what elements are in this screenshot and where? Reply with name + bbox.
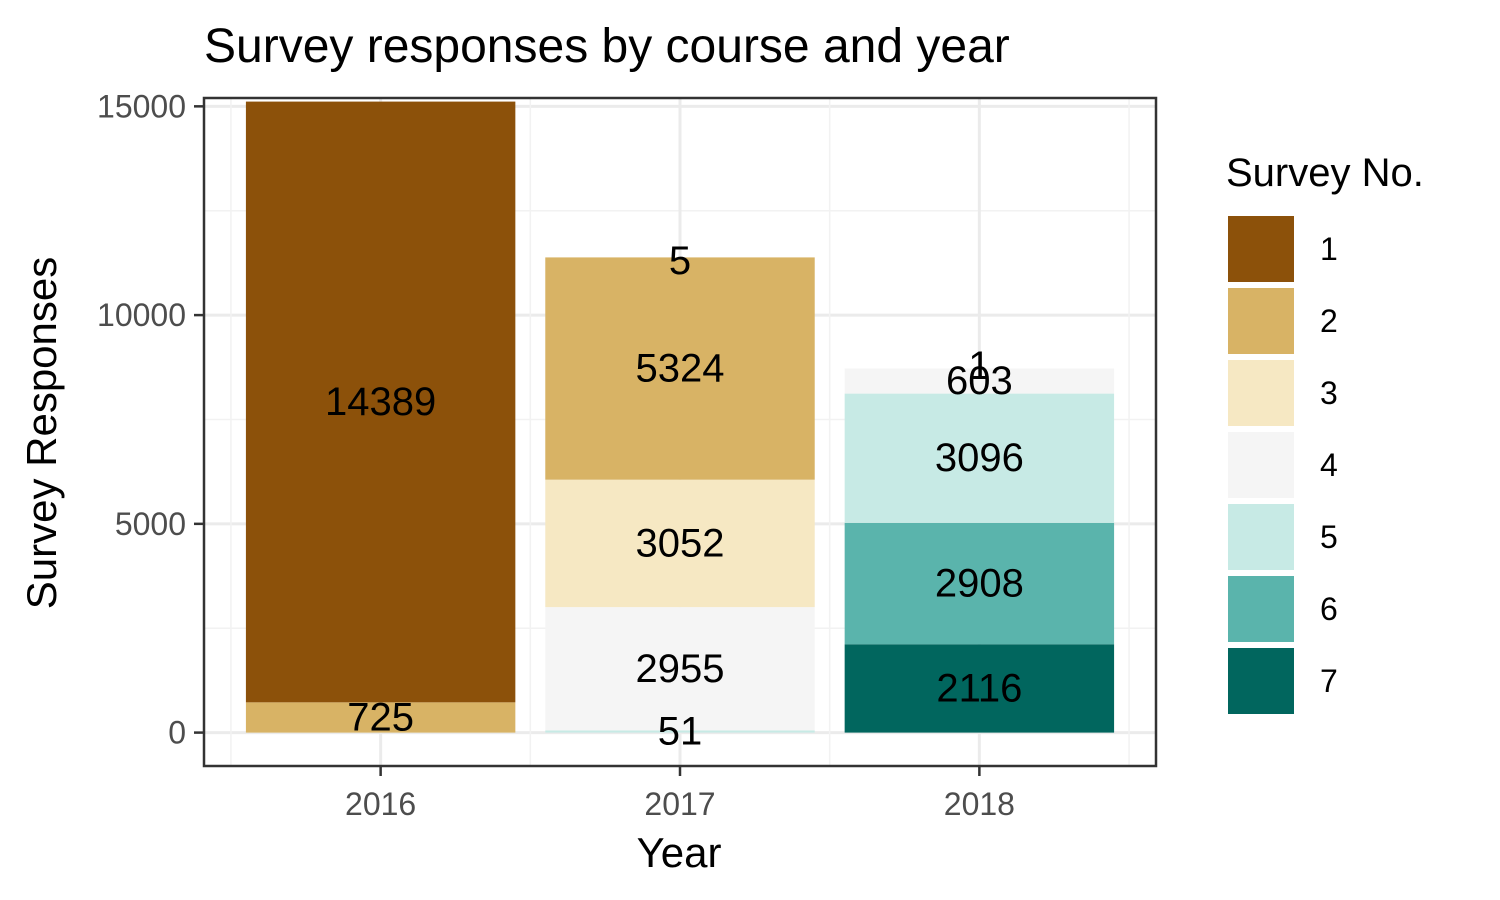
y-axis-title: Survey Responses: [18, 257, 65, 610]
legend: Survey No. 1 2 3 4 5 6 7: [1226, 151, 1424, 714]
bar-segment: [844, 393, 1115, 523]
bar-segment: [545, 479, 815, 608]
bars: [245, 101, 1115, 733]
bar-segment: [245, 101, 516, 703]
x-tick-label: 2018: [944, 786, 1015, 822]
legend-swatch: [1228, 288, 1294, 354]
x-tick-label: 2017: [644, 786, 715, 822]
legend-label: 1: [1320, 231, 1338, 267]
legend-swatch: [1228, 360, 1294, 426]
bar-segment: [844, 522, 1115, 645]
legend-swatch: [1228, 576, 1294, 642]
bar-segment: [545, 607, 815, 731]
bar-segment: [545, 257, 815, 480]
data-label: 2908: [935, 562, 1024, 606]
bar-segment: [245, 702, 516, 733]
legend-label: 2: [1320, 303, 1338, 339]
data-label: 14389: [325, 380, 436, 424]
legend-label: 7: [1320, 663, 1338, 699]
x-axis-title: Year: [637, 829, 722, 876]
legend-label: 4: [1320, 447, 1338, 483]
data-label: 725: [347, 695, 414, 739]
data-label: 51: [658, 710, 703, 754]
axes: 0 5000 10000 15000 2016 2017 2018: [97, 88, 1158, 822]
legend-label: 3: [1320, 375, 1338, 411]
chart-title: Survey responses by course and year: [204, 20, 1010, 73]
data-label: 3052: [636, 521, 725, 565]
bar-segment: [844, 368, 1115, 394]
legend-label: 5: [1320, 519, 1338, 555]
legend-swatch: [1228, 432, 1294, 498]
data-label: 2116: [936, 666, 1022, 710]
data-label: 5324: [636, 347, 725, 391]
legend-items: 1 2 3 4 5 6 7: [1228, 216, 1338, 714]
data-label: 1: [968, 344, 990, 388]
legend-swatch: [1228, 216, 1294, 282]
y-tick-label: 10000: [97, 297, 186, 333]
data-label: 603: [946, 359, 1013, 403]
y-tick-label: 5000: [115, 506, 186, 542]
y-tick-label: 15000: [97, 88, 186, 124]
data-label: 2955: [636, 647, 725, 691]
y-tick-label: 0: [168, 715, 186, 751]
legend-title: Survey No.: [1226, 151, 1424, 195]
legend-label: 6: [1320, 591, 1338, 627]
legend-swatch: [1228, 648, 1294, 714]
data-label: 3096: [935, 436, 1024, 480]
legend-swatch: [1228, 504, 1294, 570]
x-tick-label: 2016: [345, 786, 416, 822]
bar-segment: [844, 644, 1115, 733]
data-label: 5: [669, 239, 691, 283]
bar-segment: [545, 730, 815, 733]
